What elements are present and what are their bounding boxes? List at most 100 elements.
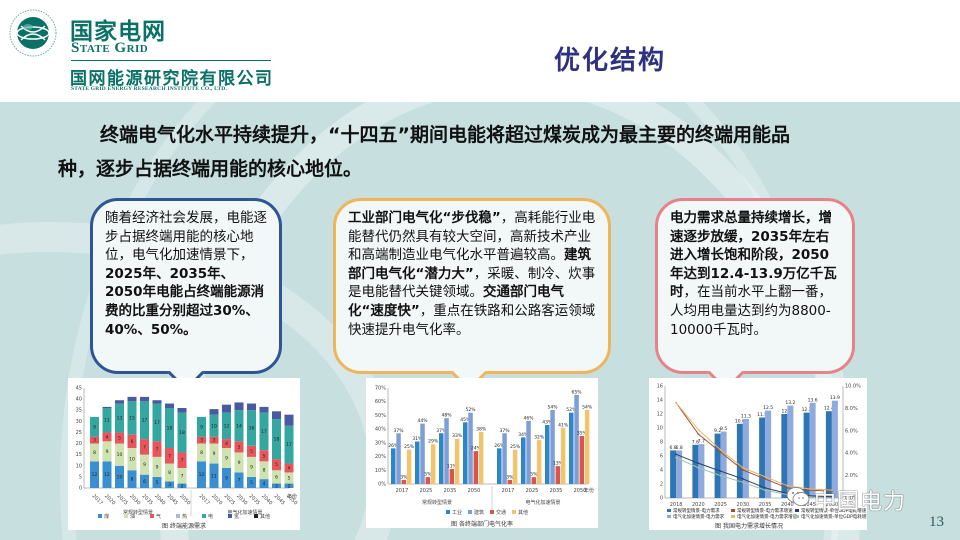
svg-text:9: 9 xyxy=(213,451,216,457)
logo-divider xyxy=(71,60,271,61)
svg-text:0.0%: 0.0% xyxy=(845,496,858,502)
svg-text:10: 10 xyxy=(76,463,82,469)
svg-text:10: 10 xyxy=(657,426,663,432)
svg-text:6: 6 xyxy=(131,439,134,445)
svg-text:37%: 37% xyxy=(436,428,447,434)
svg-text:13%: 13% xyxy=(553,461,564,467)
svg-text:电气化加速情景-电力需求: 电气化加速情景-电力需求 xyxy=(673,513,725,520)
svg-text:7: 7 xyxy=(181,458,184,464)
callout-electrification-share: 随着经济社会发展，电能逐步占据终端用能的核心地位，电气化加速情景下，2025年、… xyxy=(90,198,282,392)
svg-text:氢: 氢 xyxy=(234,513,239,520)
svg-text:54%: 54% xyxy=(548,404,559,410)
svg-text:4: 4 xyxy=(288,466,291,472)
svg-text:12.2: 12.2 xyxy=(802,407,812,413)
page-title: 优化结构 xyxy=(554,46,667,76)
callout-text-transport-desc: ，重点在铁路和公路客运领域快速提升电气化率。 xyxy=(348,302,596,338)
svg-text:18: 18 xyxy=(167,426,173,432)
svg-text:2017: 2017 xyxy=(502,488,515,494)
svg-text:2045: 2045 xyxy=(803,502,816,508)
svg-text:2025: 2025 xyxy=(526,488,539,494)
svg-text:14: 14 xyxy=(236,423,242,429)
svg-text:2: 2 xyxy=(288,483,291,489)
svg-text:10.0%: 10.0% xyxy=(845,384,861,390)
svg-text:4: 4 xyxy=(660,468,663,474)
svg-text:12: 12 xyxy=(199,472,205,478)
svg-text:14: 14 xyxy=(657,398,663,404)
svg-text:电气化加速情景: 电气化加速情景 xyxy=(525,499,560,506)
svg-text:5%: 5% xyxy=(424,472,432,478)
svg-text:7.6: 7.6 xyxy=(692,439,699,445)
svg-text:8: 8 xyxy=(93,450,96,456)
svg-text:9: 9 xyxy=(250,464,253,470)
svg-text:0: 0 xyxy=(79,486,82,492)
svg-text:20%: 20% xyxy=(375,454,386,460)
callout-text-building: 建筑部门电气化“潜力大” xyxy=(348,247,591,282)
svg-text:9: 9 xyxy=(156,464,159,470)
svg-text:5: 5 xyxy=(263,453,266,459)
callout-text-industry-desc: ，高耗能行业电能替代仍然具有较大空间，高新技术产业和高端制造业电气化水平普遍较高… xyxy=(348,210,596,264)
svg-text:9.5: 9.5 xyxy=(720,426,727,432)
svg-text:10%: 10% xyxy=(375,468,386,474)
svg-text:图 终端能源需求: 图 终端能源需求 xyxy=(162,522,206,530)
svg-text:15: 15 xyxy=(129,416,135,422)
svg-text:41%: 41% xyxy=(558,422,569,428)
svg-text:2040: 2040 xyxy=(153,493,166,506)
svg-text:40: 40 xyxy=(76,397,82,403)
svg-text:8: 8 xyxy=(263,468,266,474)
headline-line2: 种，逐步占据终端用能的核心地位。 xyxy=(58,158,363,180)
page-number: 13 xyxy=(929,514,944,530)
svg-text:常规转型情景-电力需求增速: 常规转型情景-电力需求增速 xyxy=(737,507,793,514)
svg-text:油: 油 xyxy=(130,513,135,520)
svg-text:52%: 52% xyxy=(466,407,477,413)
svg-text:其他: 其他 xyxy=(260,513,270,520)
svg-text:9: 9 xyxy=(200,424,203,430)
svg-text:11: 11 xyxy=(211,473,217,479)
svg-text:电: 电 xyxy=(208,513,213,520)
svg-text:2040: 2040 xyxy=(781,502,794,508)
svg-text:5: 5 xyxy=(238,444,241,450)
svg-text:9: 9 xyxy=(93,424,96,430)
svg-text:5: 5 xyxy=(275,462,278,468)
svg-text:11.3: 11.3 xyxy=(741,413,751,419)
svg-text:25: 25 xyxy=(76,430,82,436)
grouped-bar-chart: 0% 10% 20% 30% 40% 50% 60% 70% 26% 37% 3% 25% 2017 31… xyxy=(375,386,594,529)
callout-text-normal: ，在当前水平上翻一番，人均用电量达到约为8800-10000千瓦时。 xyxy=(670,284,832,338)
svg-text:3: 3 xyxy=(168,482,171,488)
svg-text:交通: 交通 xyxy=(496,509,506,516)
svg-text:7: 7 xyxy=(238,478,241,484)
svg-text:60%: 60% xyxy=(375,399,386,405)
callout-text-industry: 工业部门电气化“步伐稳” xyxy=(348,210,501,226)
svg-text:12: 12 xyxy=(782,409,788,415)
svg-text:图 我国电力需求增长情况: 图 我国电力需求增长情况 xyxy=(715,522,783,530)
svg-text:18: 18 xyxy=(179,430,185,436)
svg-text:5: 5 xyxy=(250,480,253,486)
svg-text:2: 2 xyxy=(275,483,278,489)
svg-text:常规转型情景-电力需求: 常规转型情景-电力需求 xyxy=(673,507,720,514)
callout-text-transport: 交通部门电气化“速度快” xyxy=(348,284,564,319)
svg-text:17: 17 xyxy=(286,442,292,448)
svg-text:40%: 40% xyxy=(375,427,386,433)
svg-text:26%: 26% xyxy=(388,443,399,449)
wechat-icon xyxy=(786,487,810,506)
svg-text:12.5: 12.5 xyxy=(763,405,773,411)
svg-text:2035: 2035 xyxy=(141,493,154,506)
callout-sector-electrification: 工业部门电气化“步伐稳”，高耗能行业电能替代仍然具有较大空间，高新技术产业和高端… xyxy=(333,198,611,392)
svg-text:37%: 37% xyxy=(500,428,511,434)
svg-text:2025: 2025 xyxy=(223,493,236,506)
svg-text:3: 3 xyxy=(213,438,216,444)
svg-text:12: 12 xyxy=(104,472,110,478)
svg-text:16: 16 xyxy=(657,384,663,390)
headline: 终端电气化水平持续提升，“十四五”期间电能将超过煤炭成为最主要的终端用能品 种，… xyxy=(58,118,918,186)
wechat-watermark: 中国电力 xyxy=(814,490,907,515)
svg-text:50%: 50% xyxy=(375,413,386,419)
svg-text:54%: 54% xyxy=(582,404,593,410)
svg-text:2020: 2020 xyxy=(103,493,116,506)
logo-english-name: State Grid xyxy=(71,40,149,56)
svg-text:6: 6 xyxy=(660,454,663,460)
svg-text:5: 5 xyxy=(288,476,291,482)
svg-text:9: 9 xyxy=(143,462,146,468)
institute-chinese-name: 国网能源研究院有限公司 xyxy=(70,69,274,89)
callout-text-building-desc: ，采暖、制冷、炊事是电能替代关键领域。 xyxy=(348,265,596,301)
svg-text:32%: 32% xyxy=(534,435,545,441)
svg-text:2017: 2017 xyxy=(396,488,409,494)
